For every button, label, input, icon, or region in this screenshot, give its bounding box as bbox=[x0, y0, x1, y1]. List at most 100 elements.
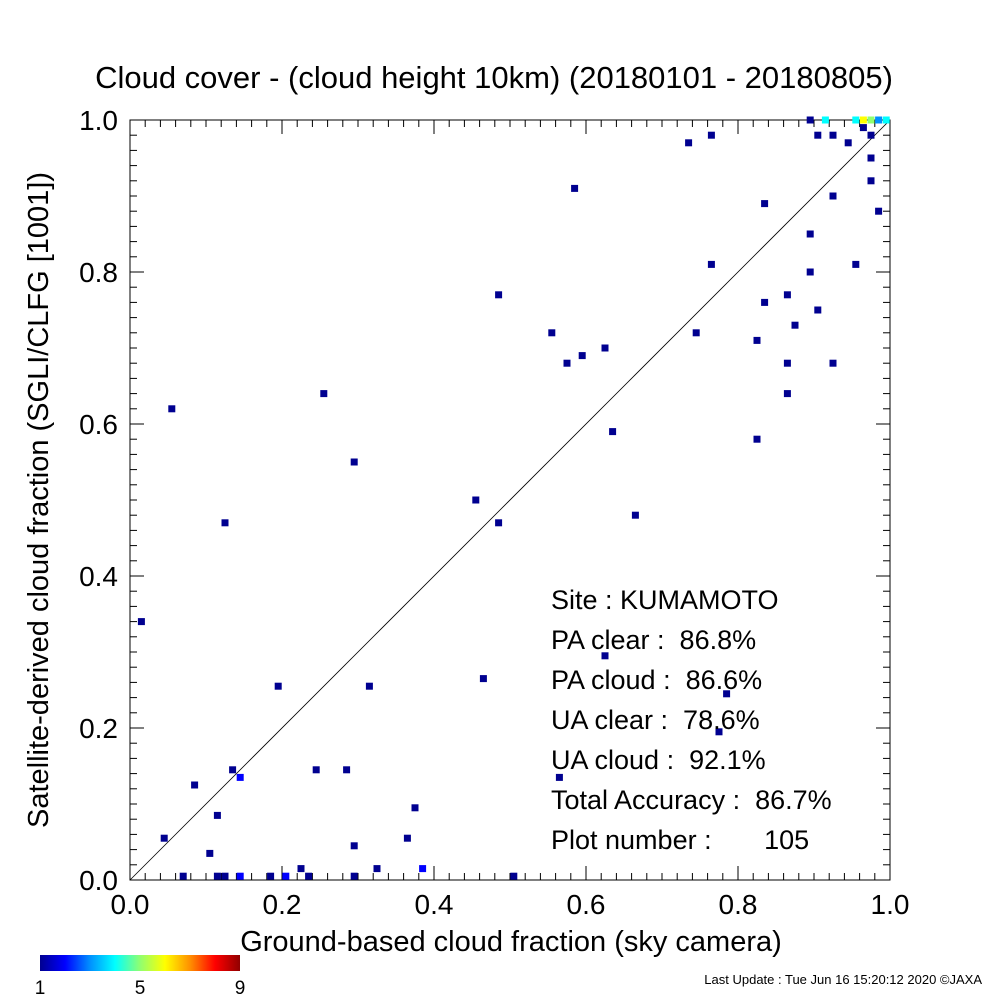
one-to-one-reference-line bbox=[129, 119, 891, 881]
data-point bbox=[221, 519, 229, 527]
x-tick-label: 0.6 bbox=[567, 889, 606, 920]
colorbar-label: 5 bbox=[135, 978, 146, 999]
x-tick-label: 1.0 bbox=[871, 889, 910, 920]
data-point bbox=[297, 865, 305, 873]
data-point bbox=[806, 268, 814, 276]
data-point bbox=[852, 260, 860, 268]
data-point bbox=[707, 131, 715, 139]
data-point bbox=[472, 496, 480, 504]
data-point bbox=[806, 230, 814, 238]
data-point bbox=[191, 781, 199, 789]
data-point bbox=[753, 435, 761, 443]
data-point bbox=[791, 321, 799, 329]
data-point bbox=[320, 390, 328, 398]
data-point bbox=[510, 872, 518, 880]
data-point bbox=[229, 766, 237, 774]
data-point bbox=[213, 872, 221, 880]
data-point bbox=[578, 352, 586, 360]
data-point bbox=[419, 865, 427, 873]
data-point bbox=[821, 116, 829, 124]
data-point bbox=[411, 804, 419, 812]
data-point bbox=[206, 849, 214, 857]
data-point bbox=[563, 359, 571, 367]
data-point bbox=[783, 390, 791, 398]
data-point bbox=[479, 675, 487, 683]
data-point bbox=[685, 139, 693, 147]
data-point bbox=[403, 834, 411, 842]
data-point bbox=[859, 116, 867, 124]
x-tick-label: 0.4 bbox=[415, 889, 454, 920]
statistics-line: UA cloud : 92.1% bbox=[551, 745, 766, 775]
data-point bbox=[312, 766, 320, 774]
statistics-annotations: Site : KUMAMOTO PA clear : 86.8% PA cloud … bbox=[551, 585, 832, 855]
data-point bbox=[806, 116, 814, 124]
data-point bbox=[783, 359, 791, 367]
y-tick-label: 0.8 bbox=[79, 257, 118, 288]
data-point bbox=[137, 618, 145, 626]
data-point bbox=[601, 344, 609, 352]
data-point bbox=[221, 872, 229, 880]
data-point bbox=[867, 116, 875, 124]
y-tick-label: 0.6 bbox=[79, 409, 118, 440]
data-point bbox=[213, 811, 221, 819]
data-point bbox=[168, 405, 176, 413]
statistics-line: UA clear : 78.6% bbox=[551, 705, 760, 735]
data-point bbox=[867, 177, 875, 185]
data-point bbox=[350, 872, 358, 880]
data-point bbox=[814, 131, 822, 139]
data-point bbox=[555, 773, 563, 781]
data-point bbox=[829, 192, 837, 200]
data-point bbox=[761, 298, 769, 306]
data-point bbox=[571, 184, 579, 192]
data-point bbox=[829, 131, 837, 139]
data-point bbox=[631, 511, 639, 519]
data-point bbox=[859, 124, 867, 132]
colorbar-label: 1 bbox=[35, 978, 46, 999]
colorbar-label: 9 bbox=[235, 978, 246, 999]
y-tick-label: 0.2 bbox=[79, 713, 118, 744]
data-point bbox=[495, 291, 503, 299]
data-point bbox=[282, 872, 290, 880]
data-point bbox=[692, 329, 700, 337]
statistics-line: Plot number : 105 bbox=[551, 825, 809, 855]
data-point bbox=[723, 690, 731, 698]
chart-title: Cloud cover - (cloud height 10km) (20180… bbox=[95, 60, 893, 95]
y-axis-label: Satellite-derived cloud fraction (SGLI/C… bbox=[23, 172, 55, 828]
data-point bbox=[609, 428, 617, 436]
x-axis-label: Ground-based cloud fraction (sky camera) bbox=[240, 926, 782, 958]
colorbar-labels: 1 5 9 bbox=[35, 978, 246, 999]
data-point bbox=[753, 336, 761, 344]
data-point bbox=[548, 329, 556, 337]
data-point bbox=[365, 682, 373, 690]
data-point bbox=[761, 200, 769, 208]
data-point bbox=[343, 766, 351, 774]
data-point bbox=[867, 154, 875, 162]
data-point bbox=[274, 682, 282, 690]
data-point bbox=[844, 139, 852, 147]
data-point bbox=[236, 872, 244, 880]
x-tick-labels: 0.0 0.2 0.4 0.6 0.8 1.0 bbox=[111, 889, 910, 920]
data-point bbox=[867, 131, 875, 139]
x-tick-label: 0.0 bbox=[111, 889, 150, 920]
data-point bbox=[236, 773, 244, 781]
data-point bbox=[305, 872, 313, 880]
data-point bbox=[160, 834, 168, 842]
statistics-line: Site : KUMAMOTO bbox=[551, 585, 779, 615]
x-tick-label: 0.8 bbox=[719, 889, 758, 920]
y-tick-label: 1.0 bbox=[79, 105, 118, 136]
footer-update-text: Last Update : Tue Jun 16 15:20:12 2020 ©… bbox=[704, 972, 982, 987]
data-point bbox=[373, 865, 381, 873]
data-point bbox=[495, 519, 503, 527]
data-points bbox=[137, 116, 890, 880]
data-point bbox=[829, 359, 837, 367]
colorbar bbox=[40, 955, 240, 971]
data-point bbox=[179, 872, 187, 880]
data-point bbox=[601, 652, 609, 660]
y-tick-label: 0.4 bbox=[79, 561, 118, 592]
data-point bbox=[852, 116, 860, 124]
y-tick-labels: 0.0 0.2 0.4 0.6 0.8 1.0 bbox=[79, 105, 118, 896]
data-point bbox=[875, 207, 883, 215]
data-point bbox=[875, 116, 883, 124]
statistics-line: PA clear : 86.8% bbox=[551, 625, 756, 655]
